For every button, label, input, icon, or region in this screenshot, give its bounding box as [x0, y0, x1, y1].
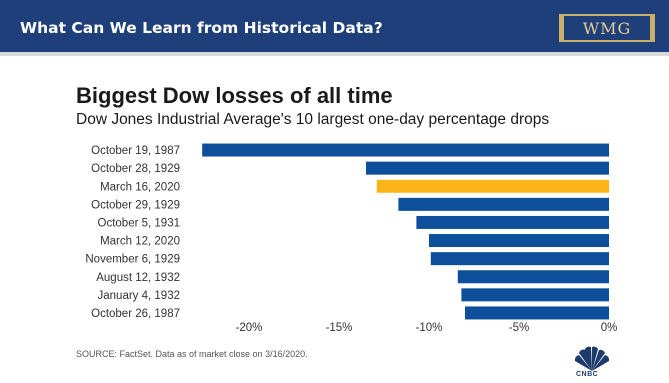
wmg-logo-text: WMG	[582, 18, 632, 38]
category-label: October 28, 1929	[91, 163, 180, 175]
bar-march-16-2020	[376, 179, 609, 193]
header-title: What Can We Learn from Historical Data?	[20, 19, 383, 37]
category-label: March 16, 2020	[100, 181, 180, 193]
wmg-logo: WMG	[559, 14, 655, 42]
bar-october-19-1987	[202, 143, 609, 157]
x-tick-label: -20%	[236, 322, 263, 334]
category-label: January 4, 1932	[98, 290, 180, 302]
cnbc-wordmark: CNBC	[576, 371, 599, 378]
bar-october-29-1929	[398, 197, 609, 211]
chart-title: Biggest Dow losses of all time	[76, 83, 393, 108]
category-label: October 19, 1987	[91, 145, 180, 157]
category-label: October 26, 1987	[91, 308, 180, 320]
bar-august-12-1932	[457, 270, 609, 284]
bar-january-4-1932	[461, 288, 609, 302]
bar-november-6-1929	[430, 252, 609, 266]
x-tick-label: -5%	[509, 322, 529, 334]
x-tick-label: -10%	[416, 322, 443, 334]
category-label: October 29, 1929	[91, 199, 180, 211]
bar-march-12-2020	[429, 234, 609, 248]
category-label: March 12, 2020	[100, 236, 180, 248]
source-note: SOURCE: FactSet. Data as of market close…	[76, 349, 308, 359]
chart-subtitle: Dow Jones Industrial Average's 10 larges…	[76, 111, 550, 128]
category-label: November 6, 1929	[85, 254, 180, 266]
category-label: August 12, 1932	[96, 272, 180, 284]
cnbc-peacock-icon	[574, 346, 610, 371]
x-tick-label: 0%	[601, 322, 618, 334]
bar-october-5-1931	[416, 215, 609, 229]
header-bar: What Can We Learn from Historical Data? …	[0, 0, 669, 56]
bar-october-28-1929	[366, 161, 609, 175]
category-label: October 5, 1931	[98, 217, 180, 229]
bar-october-26-1987	[465, 306, 609, 320]
x-tick-label: -15%	[326, 322, 353, 334]
